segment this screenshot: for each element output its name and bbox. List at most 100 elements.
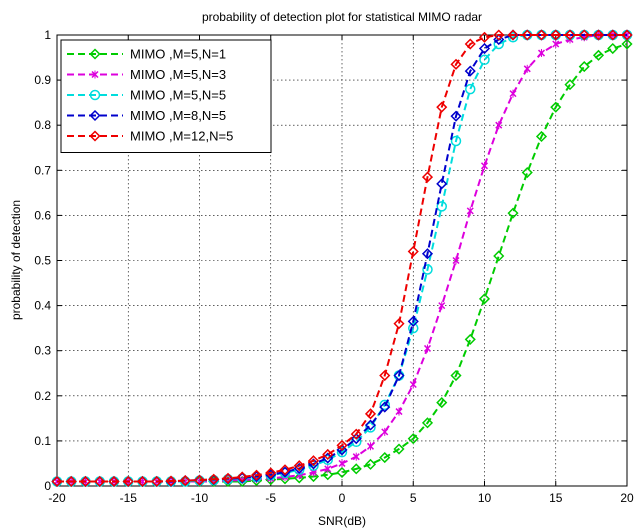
data-point [108,475,120,488]
legend-label: MIMO ,M=5,N=3 [130,67,226,82]
data-point [592,29,605,41]
data-point [350,463,362,475]
data-point [381,427,389,436]
data-point [436,397,448,409]
y-tick-label: 0.8 [34,118,51,132]
legend-marker [91,70,99,79]
data-point [364,458,377,470]
data-point [364,419,377,431]
data-point [265,467,277,479]
data-point [421,248,434,260]
x-tick-label: -10 [191,491,209,505]
data-point [436,201,447,212]
data-point [479,54,490,66]
data-point [564,79,576,91]
data-point [507,207,519,219]
data-point [464,38,476,50]
data-point [535,29,548,41]
legend-marker [89,48,101,60]
data-point [550,29,562,41]
data-point [521,29,533,41]
data-point [293,460,305,472]
data-point [421,417,434,429]
data-point [352,452,360,461]
legend-entry: MIMO ,M=5,N=5 [67,88,226,103]
data-point [422,264,433,275]
y-tick-label: 0.6 [34,208,51,222]
data-point [495,121,503,130]
data-point [578,29,590,41]
data-point [493,250,505,262]
data-point [421,171,434,183]
data-point [366,442,375,451]
data-point [464,333,476,345]
data-point [165,475,177,487]
y-tick-label: 0.4 [34,299,51,313]
data-point [535,130,548,143]
y-axis: 0 0.1 0.2 0.3 0.4 0.5 0.6 0.7 0.8 0.9 1 [34,28,627,493]
data-point [350,428,362,440]
data-point [438,301,446,310]
data-point [322,448,334,460]
data-point [550,101,562,113]
data-point [450,58,462,70]
x-tick-label: -20 [48,491,66,505]
chart-title: probability of detection plot for statis… [202,10,482,24]
data-point [578,61,590,73]
x-tick-label: 15 [549,491,563,505]
data-point [336,446,348,458]
legend-label: MIMO ,M=12,N=5 [130,129,233,144]
data-point [79,475,92,488]
x-tick-label: -5 [265,491,276,505]
data-point [324,464,332,473]
y-tick-label: 0.5 [34,254,51,268]
legend-marker [89,89,101,101]
data-point [452,256,460,265]
data-point [65,475,77,488]
data-point [236,471,248,483]
series-5 [51,29,633,488]
data-point [307,455,320,467]
data-point [450,135,462,147]
y-tick-label: 0.9 [34,73,51,87]
y-tick-label: 0.1 [34,434,51,448]
data-point [464,65,476,77]
y-axis-label: probability of detection [9,200,23,320]
data-point [450,110,462,122]
data-point [393,318,405,330]
data-point [436,101,448,113]
data-point [122,475,134,488]
x-tick-label: 10 [478,491,492,505]
data-point [364,408,377,420]
data-point [621,29,633,41]
data-point [436,178,448,190]
y-tick-label: 0.2 [34,389,51,403]
legend-entry: MIMO ,M=5,N=1 [67,47,226,62]
legend-label: MIMO ,M=5,N=1 [130,47,226,62]
data-point [409,380,417,389]
data-point [222,472,234,484]
y-tick-label: 0.3 [34,344,51,358]
data-point [493,33,505,46]
data-point [621,38,633,50]
data-point [480,161,489,170]
legend-entry: MIMO ,M=5,N=3 [67,67,226,82]
data-point [338,459,346,468]
data-point [509,89,517,98]
data-point [407,433,419,445]
data-point [466,206,474,215]
x-tick-label: 0 [339,491,346,505]
legend-box [60,39,272,153]
x-axis: -20 -15 -10 -5 0 5 10 15 20 [48,35,634,505]
data-point [379,401,391,413]
legend-label: MIMO ,M=5,N=5 [130,88,226,103]
data-point [478,293,491,305]
data-point [393,443,405,455]
data-point [407,315,419,327]
data-point [507,29,519,41]
data-point [379,452,391,464]
data-point [136,475,149,488]
legend-label: MIMO ,M=8,N=5 [130,108,226,123]
data-point [151,475,163,488]
